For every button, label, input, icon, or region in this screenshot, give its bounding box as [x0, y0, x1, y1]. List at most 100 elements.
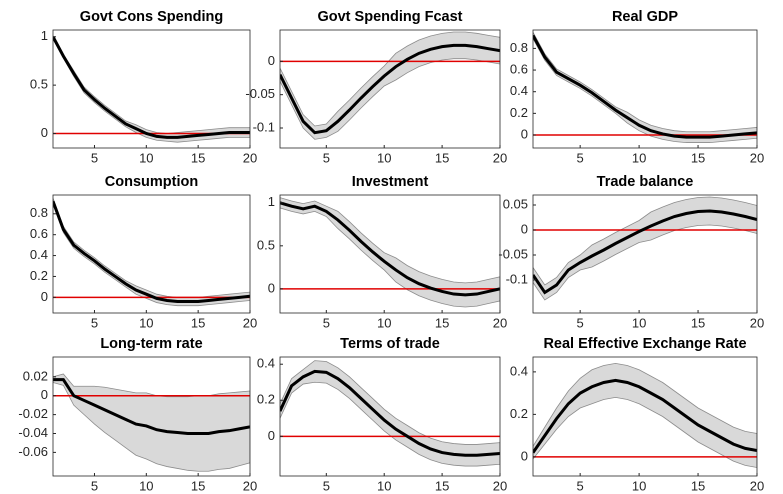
confidence-band — [533, 196, 757, 301]
x-tick-label: 20 — [493, 478, 507, 493]
y-tick-label: 0.2 — [510, 406, 528, 421]
x-tick-label: 10 — [139, 150, 153, 165]
confidence-band — [280, 197, 500, 308]
x-tick-label: 5 — [91, 150, 98, 165]
y-tick-label: 0 — [521, 448, 528, 463]
y-tick-label: 0.6 — [30, 226, 48, 241]
axes-box — [52, 356, 251, 477]
response-line — [53, 200, 250, 304]
x-tick-label: 5 — [323, 315, 330, 330]
chart-title: Govt Cons Spending — [80, 9, 223, 25]
response-line — [280, 369, 500, 457]
y-tick-label: 0.5 — [30, 77, 48, 92]
x-tick-label: 10 — [632, 150, 646, 165]
y-tick-label: 0.05 — [503, 196, 528, 211]
x-tick-label: 20 — [493, 150, 507, 165]
confidence-band — [533, 362, 757, 468]
response-line — [533, 34, 757, 139]
x-tick-label: 15 — [191, 150, 205, 165]
x-tick-label: 20 — [750, 478, 764, 493]
y-tick-label: 0 — [268, 428, 275, 443]
response-line — [280, 43, 500, 135]
y-tick-label: 0.8 — [30, 205, 48, 220]
response-line — [53, 378, 250, 435]
x-tick-label: 15 — [691, 150, 705, 165]
y-tick-label: 0 — [41, 387, 48, 402]
axes-box — [279, 194, 501, 314]
y-tick-label: 0 — [41, 289, 48, 304]
y-tick-label: 0.5 — [257, 237, 275, 252]
response-line — [533, 209, 757, 295]
chart-title: Consumption — [105, 174, 198, 190]
y-tick-label: 0 — [521, 126, 528, 141]
x-tick-label: 20 — [243, 150, 257, 165]
y-tick-label: 0 — [521, 221, 528, 236]
x-tick-label: 15 — [435, 478, 449, 493]
axes-box — [532, 29, 758, 149]
y-tick-label: -0.1 — [506, 271, 528, 286]
x-tick-label: 20 — [493, 315, 507, 330]
x-tick-label: 20 — [750, 150, 764, 165]
chart-title: Real Effective Exchange Rate — [543, 336, 746, 352]
chart-title: Govt Spending Fcast — [317, 9, 462, 25]
y-tick-label: 0.4 — [510, 83, 528, 98]
x-tick-label: 15 — [191, 478, 205, 493]
response-line — [533, 378, 757, 454]
y-tick-label: 0.2 — [510, 105, 528, 120]
x-tick-label: 20 — [243, 315, 257, 330]
y-tick-label: 0.4 — [257, 356, 275, 371]
x-tick-label: 10 — [139, 478, 153, 493]
y-tick-label: -0.1 — [253, 119, 275, 134]
y-tick-label: 0.2 — [257, 392, 275, 407]
x-tick-label: 20 — [750, 315, 764, 330]
y-tick-label: -0.02 — [18, 406, 48, 421]
x-tick-label: 5 — [323, 150, 330, 165]
x-tick-label: 15 — [435, 150, 449, 165]
chart-title: Investment — [352, 174, 429, 190]
x-tick-label: 5 — [577, 478, 584, 493]
x-tick-label: 15 — [435, 315, 449, 330]
axes-box — [279, 356, 501, 477]
x-tick-label: 5 — [91, 315, 98, 330]
chart-title: Terms of trade — [340, 336, 440, 352]
y-tick-label: 0.8 — [510, 40, 528, 55]
confidence-band — [53, 197, 250, 307]
x-tick-label: 10 — [377, 478, 391, 493]
confidence-band — [280, 31, 500, 140]
response-line — [53, 36, 250, 139]
axes-box — [532, 194, 758, 314]
y-tick-label: -0.04 — [18, 425, 48, 440]
x-tick-label: 10 — [632, 478, 646, 493]
axes-box — [279, 29, 501, 149]
x-tick-label: 10 — [377, 315, 391, 330]
x-tick-label: 20 — [243, 478, 257, 493]
x-tick-label: 5 — [577, 315, 584, 330]
chart-title: Long-term rate — [100, 336, 202, 352]
axes-box — [52, 29, 251, 149]
y-tick-label: 0 — [268, 280, 275, 295]
x-tick-label: 5 — [323, 478, 330, 493]
y-tick-label: -0.06 — [18, 444, 48, 459]
y-tick-label: 0 — [41, 125, 48, 140]
x-tick-label: 15 — [191, 315, 205, 330]
x-tick-label: 5 — [577, 150, 584, 165]
y-tick-label: 0.4 — [30, 247, 48, 262]
x-tick-label: 10 — [139, 315, 153, 330]
chart-title: Trade balance — [597, 174, 694, 190]
confidence-band — [53, 373, 250, 472]
x-tick-label: 10 — [377, 150, 391, 165]
confidence-band — [280, 360, 500, 467]
y-tick-label: 0.2 — [30, 268, 48, 283]
y-tick-label: 0.6 — [510, 61, 528, 76]
y-tick-label: -0.05 — [498, 246, 528, 261]
y-tick-label: 0 — [268, 53, 275, 68]
y-tick-label: 1 — [41, 28, 48, 43]
y-tick-label: 0.4 — [510, 363, 528, 378]
response-line — [280, 201, 500, 297]
y-tick-label: 1 — [268, 194, 275, 209]
axes-box — [532, 356, 758, 477]
y-tick-label: -0.05 — [245, 86, 275, 101]
x-tick-label: 15 — [691, 315, 705, 330]
x-tick-label: 15 — [691, 478, 705, 493]
